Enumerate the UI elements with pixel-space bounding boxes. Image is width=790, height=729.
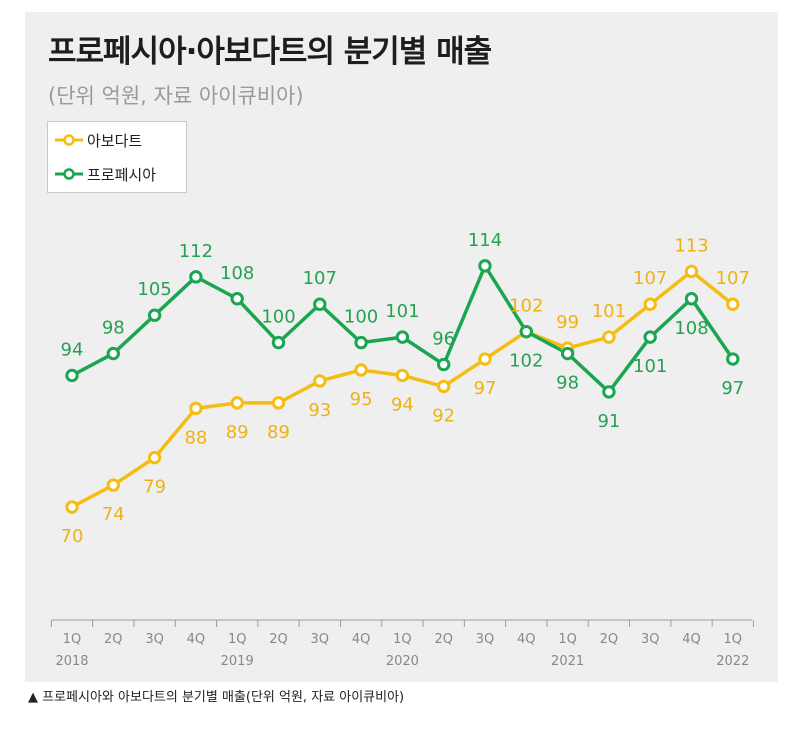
x-tick-label-year: 2018 xyxy=(55,654,88,669)
data-label-propecia: 108 xyxy=(220,263,254,284)
x-tick-label-quarter: 4Q xyxy=(682,632,701,647)
data-label-propecia: 114 xyxy=(468,230,502,251)
data-label-avodart: 113 xyxy=(674,235,708,256)
x-tick-label-quarter: 1Q xyxy=(228,632,247,647)
data-point-avodart xyxy=(643,297,657,311)
x-tick-label-year: 2022 xyxy=(716,654,749,669)
data-point-avodart xyxy=(230,396,244,410)
data-point-propecia xyxy=(65,368,79,383)
data-label-propecia: 96 xyxy=(432,329,455,350)
data-point-propecia xyxy=(271,335,286,350)
legend-label-propecia: 프로페시아 xyxy=(87,165,157,184)
x-tick-label-quarter: 3Q xyxy=(145,632,164,647)
data-label-avodart: 74 xyxy=(102,504,125,525)
data-label-propecia: 108 xyxy=(674,318,708,339)
data-point-propecia xyxy=(643,330,657,344)
data-point-propecia xyxy=(395,330,410,344)
data-label-avodart: 94 xyxy=(391,394,414,415)
data-label-propecia: 98 xyxy=(102,318,125,339)
data-label-avodart: 95 xyxy=(350,389,373,410)
data-point-propecia xyxy=(437,357,451,372)
x-tick-label-quarter: 1Q xyxy=(724,632,743,647)
data-point-avodart xyxy=(271,396,286,410)
x-tick-label-quarter: 2Q xyxy=(434,632,453,647)
data-point-propecia xyxy=(478,259,492,273)
data-label-propecia: 101 xyxy=(633,356,667,377)
x-tick-label-quarter: 1Q xyxy=(393,632,412,647)
data-point-avodart xyxy=(354,363,368,377)
data-label-propecia: 102 xyxy=(509,351,543,372)
data-label-avodart: 70 xyxy=(61,526,84,547)
data-label-avodart: 89 xyxy=(267,422,290,443)
x-tick-label-quarter: 2Q xyxy=(269,632,288,647)
data-label-propecia: 98 xyxy=(556,373,579,394)
data-point-avodart xyxy=(189,401,203,416)
data-point-propecia xyxy=(354,335,368,350)
x-tick-label-quarter: 2Q xyxy=(600,632,619,647)
data-label-propecia: 112 xyxy=(179,241,213,262)
x-tick-label-quarter: 2Q xyxy=(104,632,123,647)
chart-legend: 아보다트 프로페시아 xyxy=(47,121,187,193)
data-label-avodart: 88 xyxy=(184,427,207,448)
data-point-avodart xyxy=(65,500,79,514)
x-tick-label-quarter: 3Q xyxy=(641,632,660,647)
data-point-avodart xyxy=(395,368,410,383)
legend-swatch-avodart-icon xyxy=(55,134,83,146)
figure-caption: ▲ 프로페시아와 아보다트의 분기별 매출(단위 억원, 자료 아이큐비아) xyxy=(28,690,405,705)
data-label-avodart: 102 xyxy=(509,296,543,317)
data-point-propecia xyxy=(147,308,162,322)
data-point-propecia xyxy=(560,346,575,361)
data-point-avodart xyxy=(684,264,699,279)
data-point-propecia xyxy=(726,352,740,366)
x-tick-label-quarter: 4Q xyxy=(352,632,371,647)
legend-item-avodart: 아보다트 xyxy=(54,128,142,152)
data-label-avodart: 107 xyxy=(716,268,750,289)
data-point-avodart xyxy=(726,297,740,311)
chart-title: 프로페시아·아보다트의 분기별 매출 xyxy=(48,34,492,70)
x-tick-label-year: 2019 xyxy=(221,654,254,669)
x-tick-label-year: 2021 xyxy=(551,654,584,669)
data-point-avodart xyxy=(602,330,616,344)
data-point-avodart xyxy=(437,379,451,394)
x-tick-label-quarter: 4Q xyxy=(187,632,206,647)
data-label-avodart: 93 xyxy=(308,400,331,421)
data-label-propecia: 101 xyxy=(385,301,419,322)
data-label-propecia: 100 xyxy=(344,307,378,328)
data-point-avodart xyxy=(106,478,121,492)
data-label-avodart: 92 xyxy=(432,405,455,426)
data-point-avodart xyxy=(147,450,162,465)
data-label-propecia: 97 xyxy=(721,378,744,399)
data-point-avodart xyxy=(478,352,492,366)
data-point-propecia xyxy=(602,385,616,399)
data-label-propecia: 100 xyxy=(261,307,295,328)
data-label-propecia: 94 xyxy=(61,339,84,360)
data-label-propecia: 107 xyxy=(303,268,337,289)
data-point-propecia xyxy=(106,346,121,361)
data-point-propecia xyxy=(189,270,203,284)
x-tick-label-quarter: 3Q xyxy=(476,632,495,647)
data-label-propecia: 105 xyxy=(137,279,171,300)
data-label-avodart: 79 xyxy=(143,477,166,498)
x-tick-label-year: 2020 xyxy=(386,654,419,669)
data-point-propecia xyxy=(684,292,699,306)
data-label-avodart: 101 xyxy=(592,301,626,322)
data-label-propecia: 91 xyxy=(597,411,620,432)
x-tick-label-quarter: 1Q xyxy=(558,632,577,647)
data-label-avodart: 99 xyxy=(556,312,579,333)
legend-swatch-propecia-icon xyxy=(55,168,83,180)
data-label-avodart: 89 xyxy=(226,422,249,443)
x-tick-label-quarter: 1Q xyxy=(63,632,82,647)
data-label-avodart: 97 xyxy=(474,378,497,399)
data-point-avodart xyxy=(313,374,327,388)
data-label-avodart: 107 xyxy=(633,268,667,289)
x-tick-label-quarter: 4Q xyxy=(517,632,536,647)
chart-subtitle: (단위 억원, 자료 아이큐비아) xyxy=(48,84,304,108)
legend-item-propecia: 프로페시아 xyxy=(54,162,156,186)
data-point-propecia xyxy=(230,292,244,306)
legend-label-avodart: 아보다트 xyxy=(87,131,143,150)
x-tick-label-quarter: 3Q xyxy=(311,632,330,647)
data-point-propecia xyxy=(313,297,327,311)
data-point-propecia xyxy=(519,324,533,339)
